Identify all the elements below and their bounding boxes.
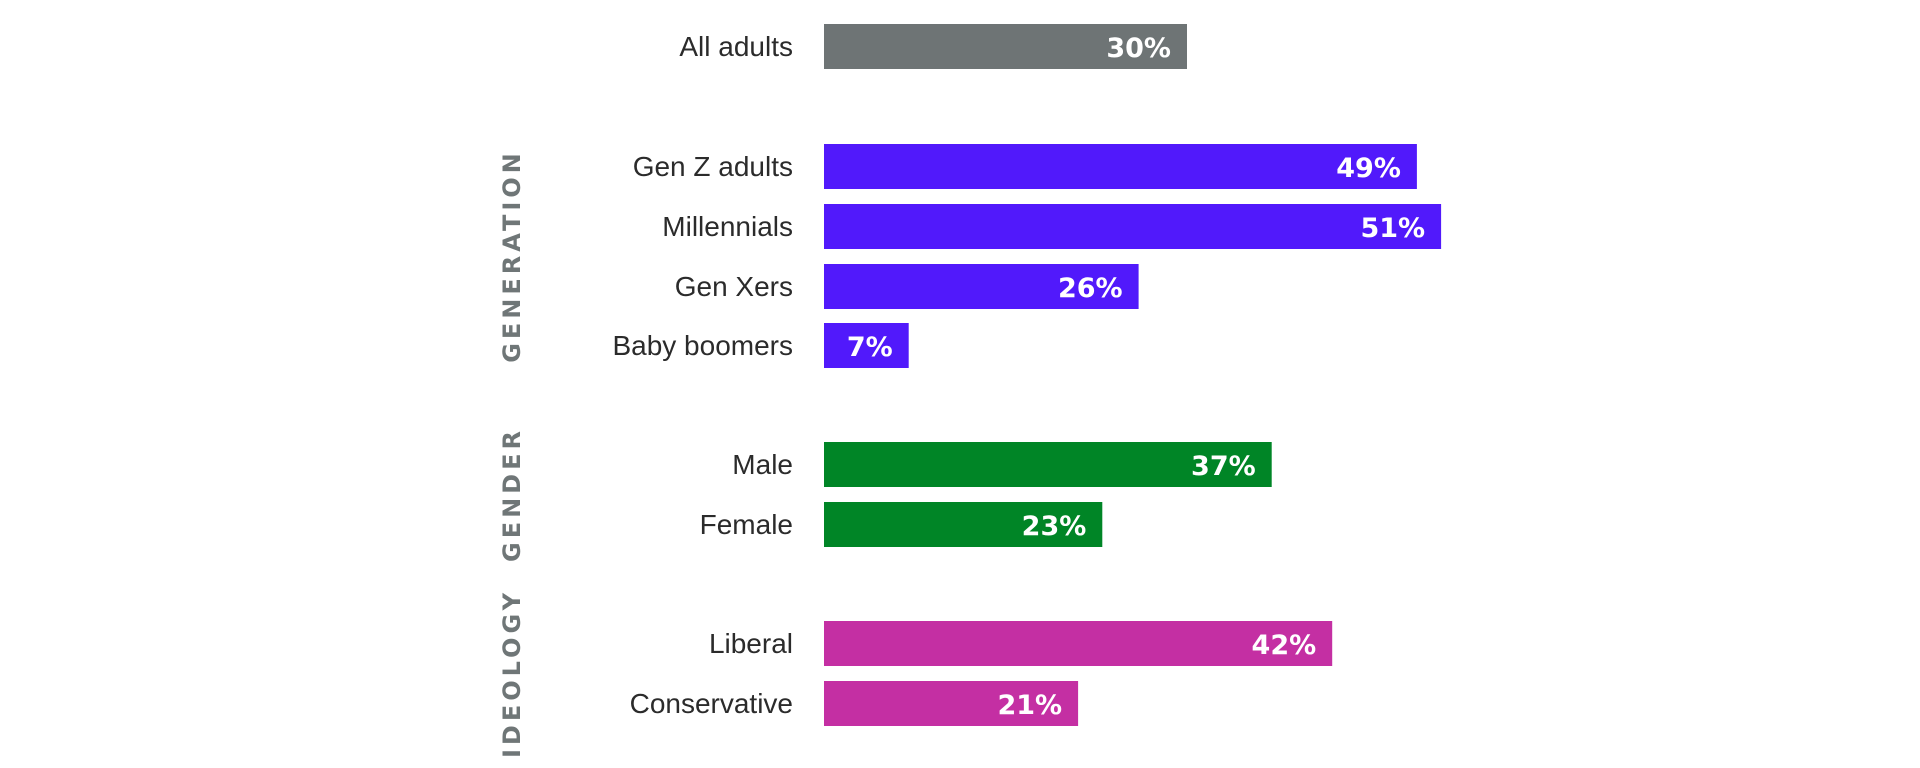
value-label-gen-xers: 26% [1058,273,1123,304]
category-label-all-adults: All adults [679,31,793,62]
bar-female [824,502,1103,547]
value-label-female: 23% [1022,511,1087,542]
value-label-baby-boomers: 7% [847,332,893,363]
group-label-gender: GENDER [498,427,526,562]
category-label-gen-z-adults: Gen Z adults [633,151,793,182]
category-label-female: Female [700,509,793,540]
category-label-gen-xers: Gen Xers [675,271,793,302]
bar-gen-z-adults [824,144,1417,189]
bars: All adults 30% Gen Z adults 49% Millennials 5… [612,24,1442,726]
bar-baby-boomers [824,323,909,368]
value-label-millennials: 51% [1360,213,1425,244]
category-label-conservative: Conservative [630,688,793,719]
bar-gen-xers [824,264,1139,309]
bar-conservative [824,681,1079,726]
category-label-male: Male [732,449,793,480]
category-label-baby-boomers: Baby boomers [612,330,793,361]
value-label-gen-z-adults: 49% [1336,153,1401,184]
bar-male [824,442,1272,487]
value-label-liberal: 42% [1252,630,1317,661]
bar-all-adults [824,24,1187,69]
group-label-ideology: IDEOLOGY [498,589,526,758]
value-label-conservative: 21% [997,690,1062,721]
value-label-all-adults: 30% [1106,33,1171,64]
bar-millennials [824,204,1442,249]
group-labels: GENERATION GENDER IDEOLOGY [498,149,526,758]
group-label-generation: GENERATION [498,149,526,363]
category-label-liberal: Liberal [709,628,793,659]
category-label-millennials: Millennials [662,211,793,242]
bar-liberal [824,621,1333,666]
value-label-male: 37% [1191,451,1256,482]
